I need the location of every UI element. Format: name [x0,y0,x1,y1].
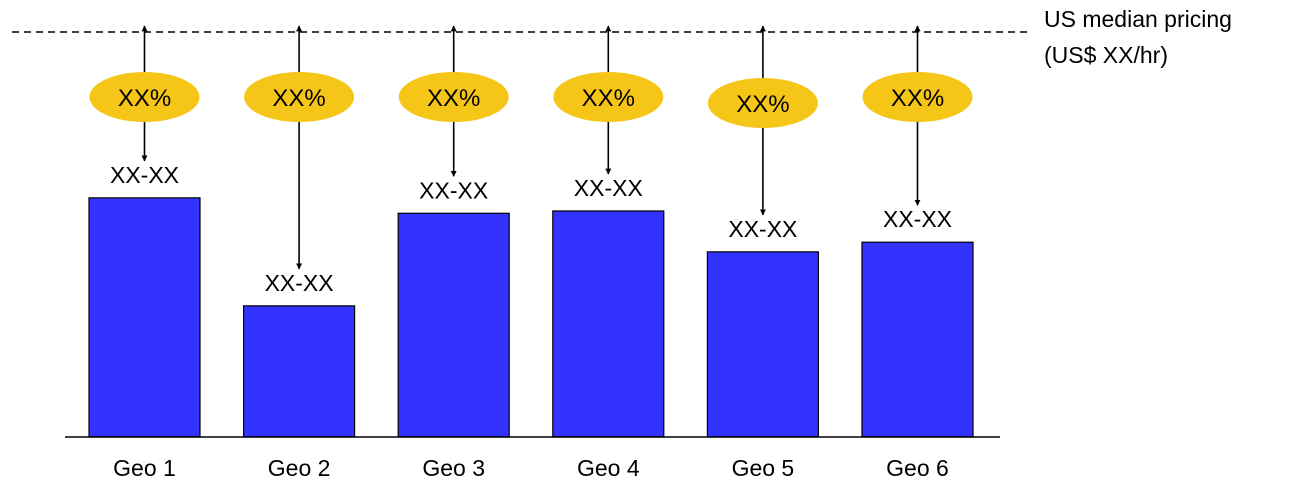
category-label-4: Geo 4 [577,455,640,481]
gap-ellipse-4 [553,72,664,122]
bars-layer [88,197,974,438]
bar-value-label-3: XX-XX [419,177,488,203]
gap-label-5: XX% [736,91,789,118]
bar-value-label-6: XX-XX [883,206,952,232]
bar-6 [861,241,974,438]
gap-ellipse-6 [862,72,973,122]
bar-5 [706,251,820,438]
category-label-6: Geo 6 [886,455,949,481]
reference-label-line2: (US$ XX/hr) [1044,42,1168,68]
bar-value-label-2: XX-XX [265,270,334,296]
gap-label-6: XX% [891,85,944,112]
category-label-1: Geo 1 [113,455,176,481]
bar-value-label-4: XX-XX [574,175,643,201]
category-label-5: Geo 5 [732,455,795,481]
bar-3 [397,212,510,438]
gap-label-3: XX% [427,85,480,112]
gap-ellipse-3 [398,72,509,122]
gap-ellipse-1 [89,72,200,122]
gap-label-1: XX% [118,85,171,112]
labels-layer: XX-XX Geo 1 XX% XX-XX Geo 2 XX% XX-XX Geo 3 XX% X… [110,85,952,481]
reference-label-line1: US median pricing [1044,6,1232,32]
category-label-3: Geo 3 [422,455,485,481]
gap-ellipse-5 [707,78,818,128]
bar-value-label-1: XX-XX [110,162,179,188]
gap-label-2: XX% [272,85,325,112]
bar-4 [552,210,665,438]
bar-2 [243,305,356,438]
gap-arrows-layer [89,25,973,270]
category-label-2: Geo 2 [268,455,331,481]
gap-ellipse-2 [244,72,355,122]
bar-1 [88,197,201,438]
bar-value-label-5: XX-XX [728,216,797,242]
gap-label-4: XX% [582,85,635,112]
